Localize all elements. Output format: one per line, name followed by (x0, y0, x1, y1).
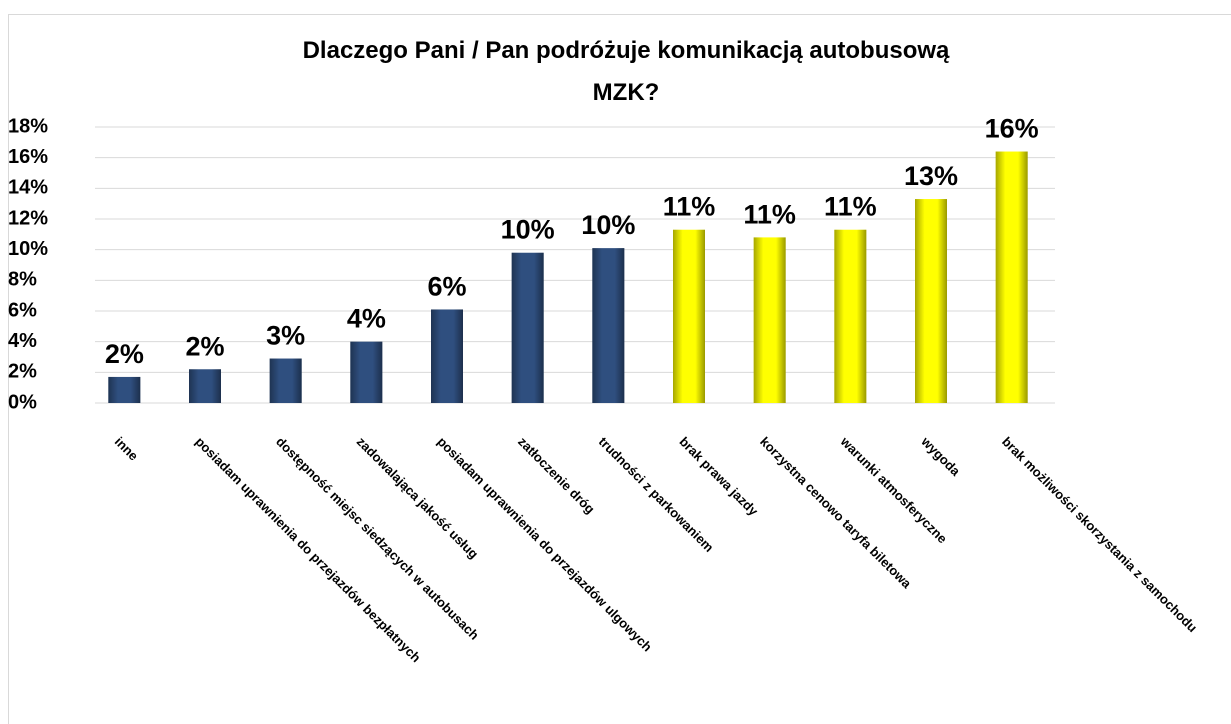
data-label: 11% (663, 192, 716, 222)
bar-bevel (673, 229, 705, 403)
y-tick-label: 18% (8, 115, 48, 137)
x-tick-label: brak prawa jazdy (676, 434, 761, 519)
chart-title: MZK? (593, 79, 660, 106)
data-label: 11% (824, 192, 877, 222)
y-tick-label: 4% (8, 330, 37, 352)
bar-bevel (995, 151, 1028, 403)
y-tick-label: 0% (8, 391, 37, 413)
y-tick-label: 6% (8, 299, 37, 321)
y-tick-label: 12% (8, 207, 48, 229)
chart-title: Dlaczego Pani / Pan podróżuje komunikacj… (303, 37, 950, 64)
data-label: 2% (185, 331, 224, 361)
data-label: 6% (427, 271, 466, 301)
x-tick-label: korzystna cenowo taryfa biletowa (757, 434, 915, 592)
bar-bevel (350, 341, 383, 403)
y-tick-label: 8% (8, 269, 37, 291)
data-label: 13% (904, 161, 958, 191)
x-tick-label: brak możliwości skorzystania z samochodu (999, 434, 1200, 635)
bar-bevel (753, 237, 786, 403)
chart-frame (8, 14, 1231, 724)
bar-bevel (269, 358, 302, 403)
bar-bevel (915, 199, 947, 403)
bar-bevel (431, 309, 463, 403)
data-label: 16% (985, 114, 1039, 144)
data-label: 11% (743, 199, 796, 229)
y-tick-label: 2% (8, 361, 37, 383)
bar-bevel (592, 248, 625, 403)
data-label: 10% (581, 210, 635, 240)
data-label: 4% (347, 304, 386, 334)
x-tick-label: inne (112, 434, 142, 464)
x-tick-label: zatłoczenie dróg (515, 434, 598, 517)
bar-bevel (108, 376, 141, 403)
bar-bevel (189, 369, 221, 403)
data-label: 2% (105, 339, 144, 369)
y-tick-label: 10% (8, 238, 48, 260)
data-label: 10% (501, 215, 555, 245)
bar-bevel (511, 252, 544, 403)
y-tick-label: 14% (8, 177, 48, 199)
x-tick-label: wygoda (918, 433, 964, 479)
data-label: 3% (266, 321, 305, 351)
y-tick-label: 16% (8, 146, 48, 168)
bar-bevel (834, 229, 867, 403)
